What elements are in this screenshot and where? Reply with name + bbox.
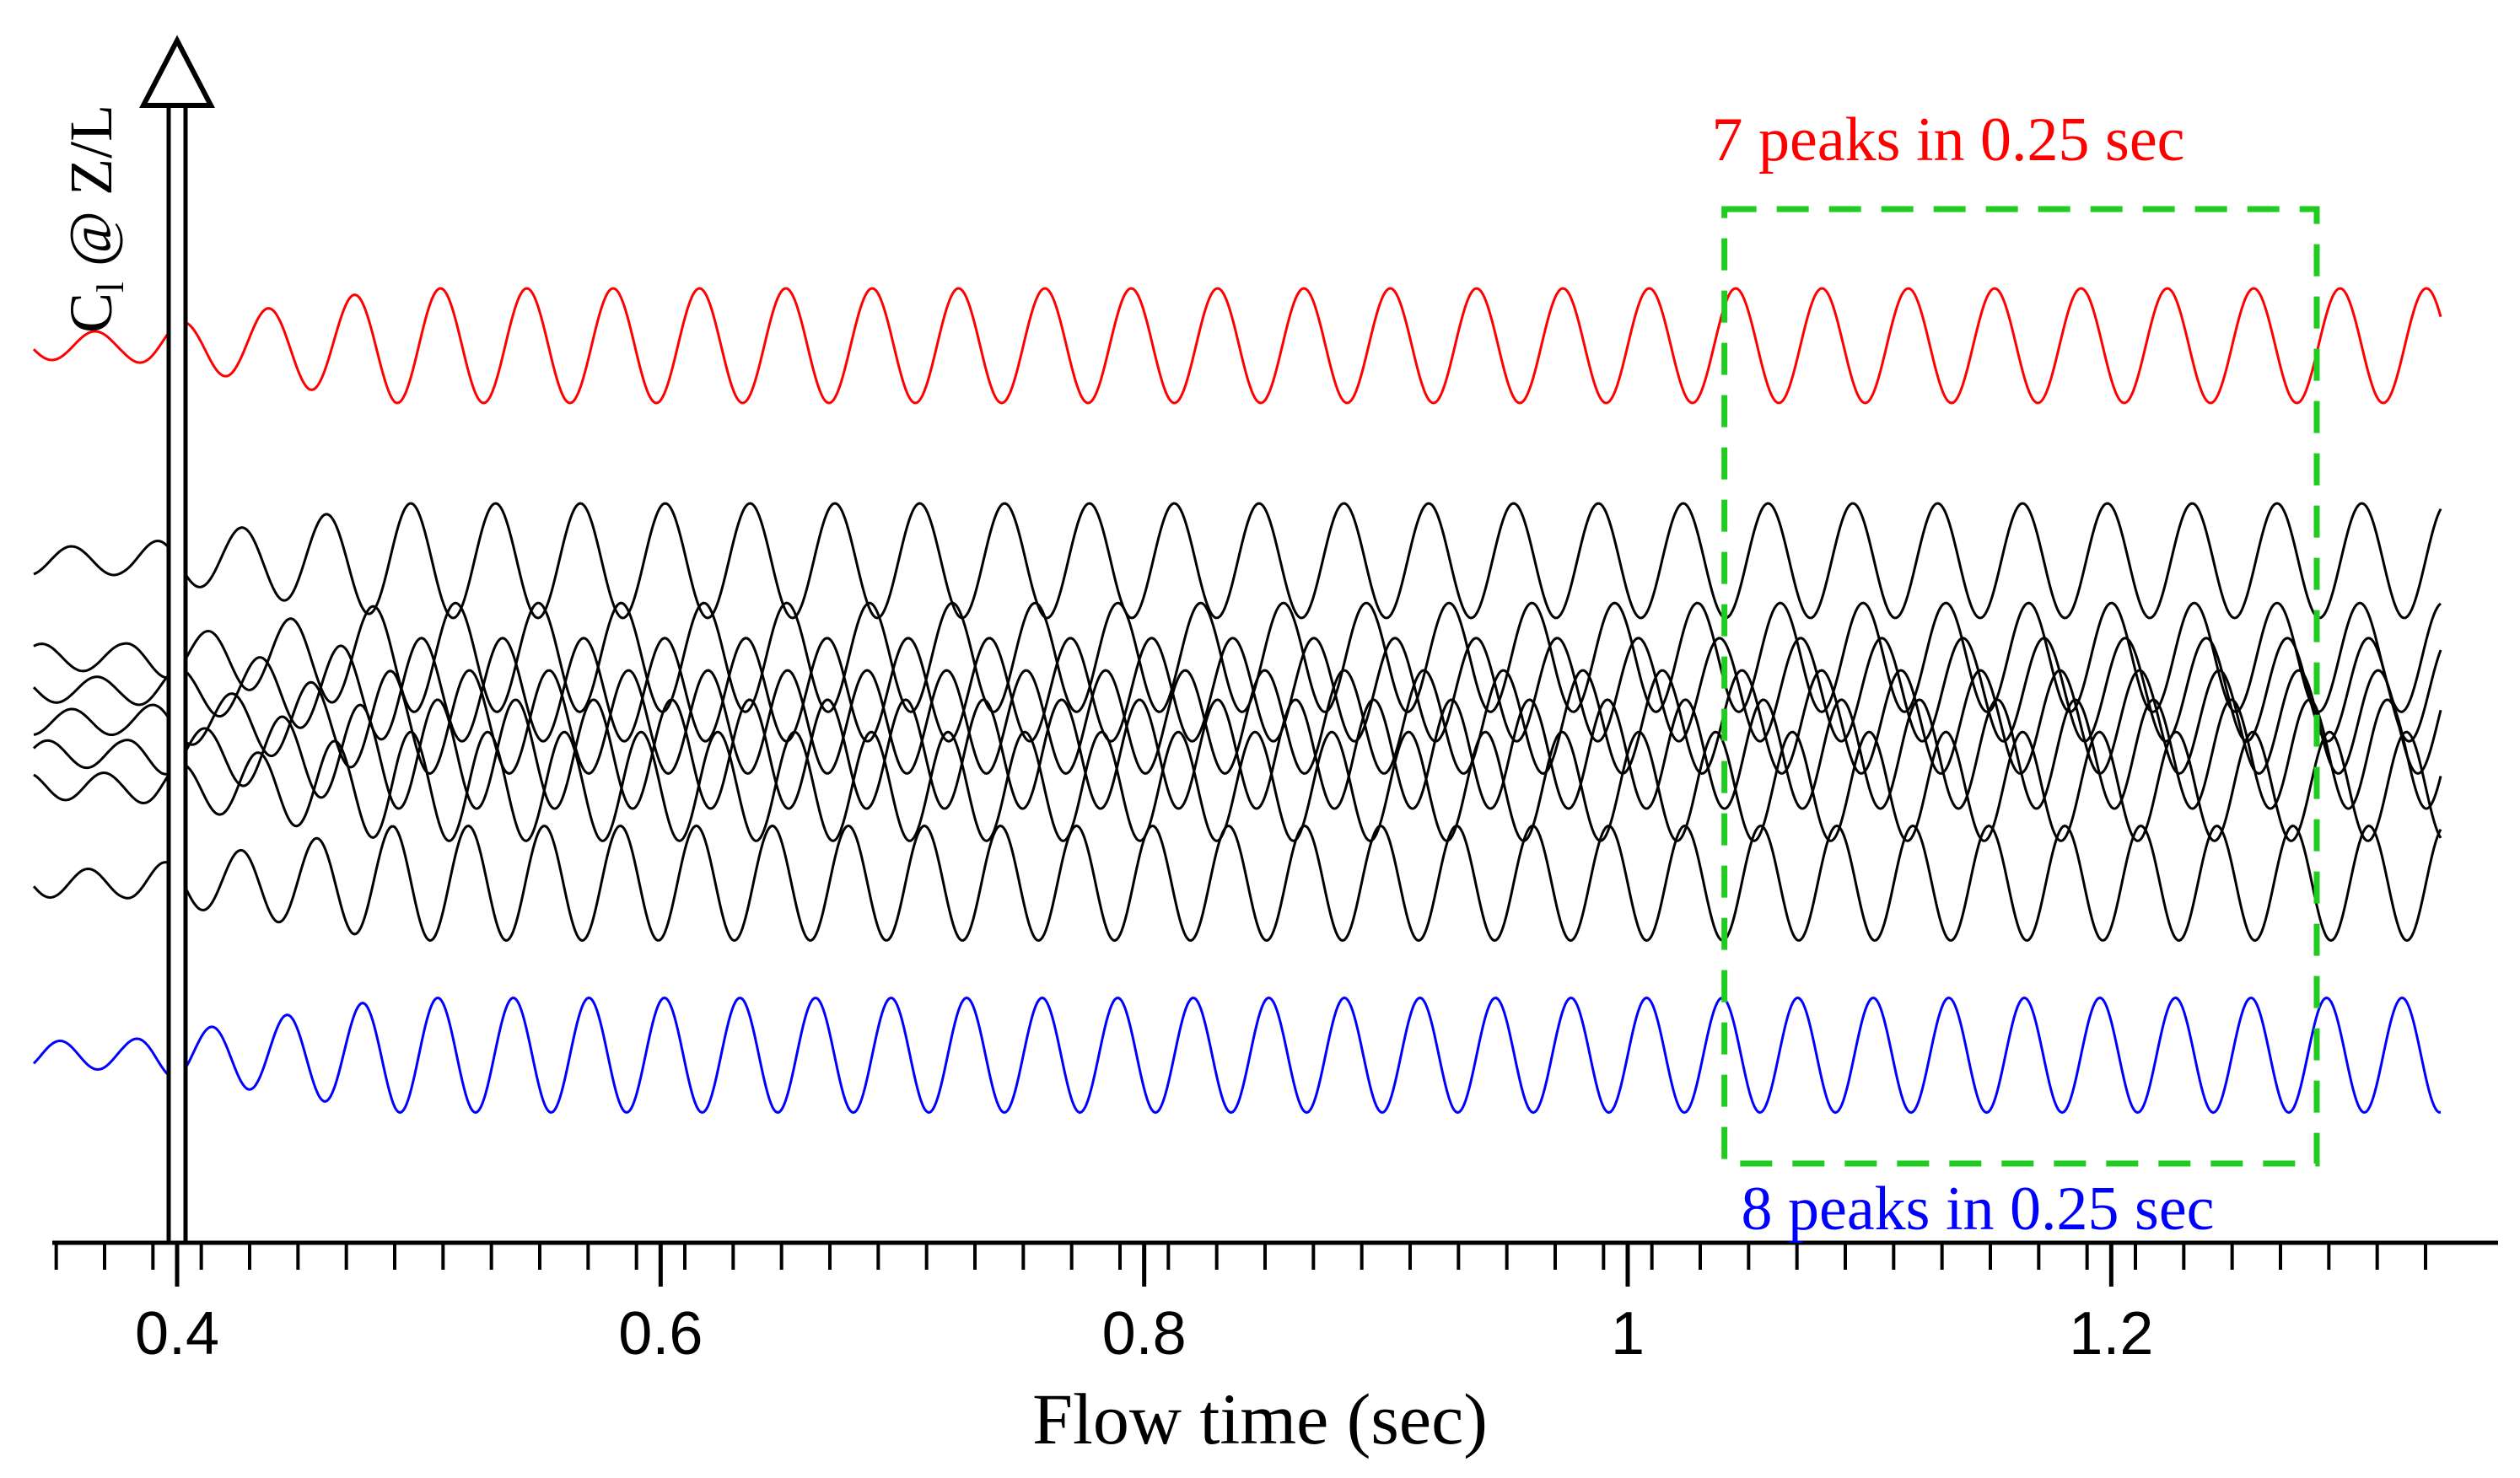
x-tick-label: 1	[1611, 1300, 1645, 1368]
x-minor-ticks	[54, 1243, 2427, 1270]
y-axis-label-rest: @ Z/L	[57, 105, 125, 282]
highlight-box	[1721, 206, 2320, 1167]
series-line-black-6	[33, 730, 2442, 842]
x-tick-label: 0.6	[618, 1300, 703, 1368]
series-layer	[32, 287, 2442, 1115]
y-axis-label-sub: l	[89, 282, 132, 293]
y-axis-arrow	[139, 35, 215, 1245]
series-line-black-5	[32, 698, 2442, 810]
series-line-black-7	[32, 824, 2442, 943]
x-tick-label: 1.2	[2069, 1300, 2153, 1368]
series-line-black-3	[32, 637, 2442, 743]
annotation-bottom: 8 peaks in 0.25 sec	[1741, 1174, 2214, 1244]
series-line-black-1	[33, 502, 2442, 620]
x-axis-title: Flow time (sec)	[1032, 1379, 1488, 1459]
y-axis-label: Cl @ Z/L	[57, 105, 132, 333]
series-line-bottom	[32, 996, 2441, 1115]
y-axis-label-main: C	[57, 293, 125, 333]
series-line-black-2	[33, 601, 2442, 713]
x-tick-label: 0.8	[1102, 1300, 1187, 1368]
x-major-ticks	[175, 1243, 2113, 1287]
annotation-top: 7 peaks in 0.25 sec	[1711, 105, 2184, 175]
x-tick-labels: 0.4 0.6 0.8 1 1.2	[135, 1300, 2153, 1368]
series-line-top	[32, 287, 2442, 405]
x-tick-label: 0.4	[135, 1300, 219, 1368]
